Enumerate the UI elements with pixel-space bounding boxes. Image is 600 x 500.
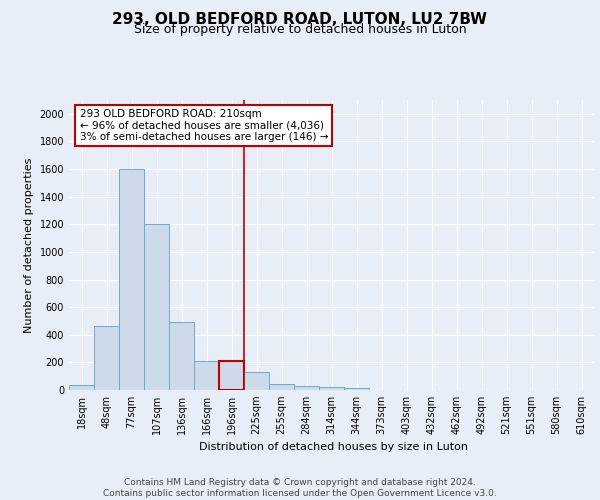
Text: 293, OLD BEDFORD ROAD, LUTON, LU2 7BW: 293, OLD BEDFORD ROAD, LUTON, LU2 7BW: [113, 12, 487, 28]
Text: Contains HM Land Registry data © Crown copyright and database right 2024.
Contai: Contains HM Land Registry data © Crown c…: [103, 478, 497, 498]
Bar: [94, 326, 119, 390]
Bar: [194, 361, 219, 390]
Text: Distribution of detached houses by size in Luton: Distribution of detached houses by size …: [199, 442, 467, 452]
Bar: [69, 385, 94, 390]
Bar: [294, 386, 319, 390]
Text: Size of property relative to detached houses in Luton: Size of property relative to detached ho…: [134, 22, 466, 36]
Bar: [344, 388, 369, 390]
Bar: [119, 169, 144, 390]
Bar: [144, 224, 169, 390]
Y-axis label: Number of detached properties: Number of detached properties: [24, 158, 34, 332]
Bar: [319, 387, 344, 390]
Bar: [219, 361, 244, 390]
Bar: [169, 322, 194, 390]
Bar: [244, 372, 269, 390]
Bar: [269, 384, 294, 390]
Text: 293 OLD BEDFORD ROAD: 210sqm
← 96% of detached houses are smaller (4,036)
3% of : 293 OLD BEDFORD ROAD: 210sqm ← 96% of de…: [79, 108, 328, 142]
